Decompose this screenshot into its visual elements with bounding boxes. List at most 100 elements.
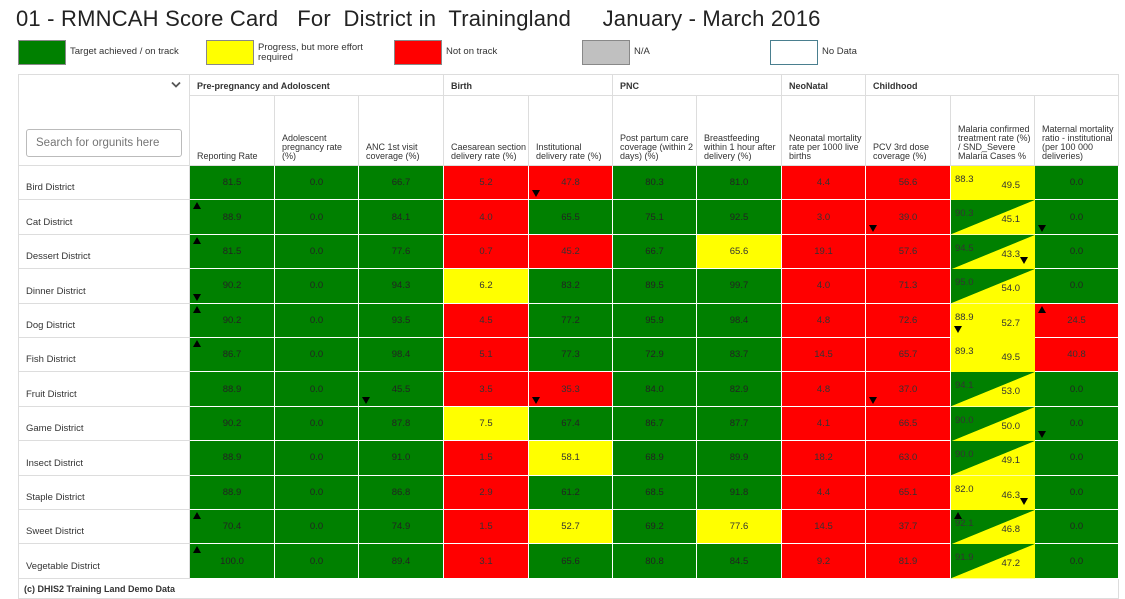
cell-value: 81.5 [222,177,242,189]
score-cell: 66.5 [866,406,951,442]
score-cell: 70.4 [190,510,275,545]
row-orgunit-name[interactable]: Staple District [18,475,190,510]
triangle-down-icon [532,396,540,404]
chevron-down-icon[interactable] [171,81,181,92]
cell-value: 84.1 [391,211,411,223]
cell-value: 0.0 [309,555,324,567]
cell-value: 53.0 [1001,386,1021,398]
row-orgunit-name[interactable]: Cat District [18,200,190,235]
column-header[interactable]: PCV 3rd dose coverage (%) [866,96,951,166]
cell-value: 89.9 [729,452,749,464]
cell-value: 5.2 [479,177,493,189]
triangle-up-icon [193,546,201,554]
legend: Target achieved / on track Progress, but … [0,40,1125,66]
score-cell: 98.4 [359,338,444,373]
cell-value: 81.5 [222,245,242,257]
column-header[interactable]: Breastfeeding within 1 hour after delive… [697,96,782,166]
column-header[interactable]: Maternal mortality ratio - institutional… [1035,96,1119,166]
cell-value: 0.0 [1069,521,1084,533]
cell-value: 14.5 [814,349,833,361]
malaria-split-cell: 94.5 43.3 [951,234,1035,270]
cell-value: 0.0 [309,452,324,464]
row-orgunit-name[interactable]: Fish District [18,338,190,373]
score-cell: 4.1 [782,406,866,442]
column-header[interactable]: ANC 1st visit coverage (%) [359,96,444,166]
cell-value: 77.3 [561,349,580,361]
score-cell: 80.3 [613,166,697,201]
cell-value: 86.8 [391,486,411,498]
cell-value: 67.4 [561,417,580,429]
cell-value: 89.4 [391,555,411,567]
cell-value: 84.5 [729,555,749,567]
score-cell: 84.1 [359,200,444,235]
score-cell: 88.9 [190,372,275,407]
cell-value: 4.8 [816,314,831,326]
score-cell: 86.7 [190,338,275,373]
cell-value: 2.9 [479,486,493,498]
row-orgunit-name[interactable]: Sweet District [18,510,190,545]
cell-value: 46.3 [1001,489,1021,501]
score-cell: 9.2 [782,544,866,579]
search-input[interactable] [26,129,182,157]
cell-value: 58.1 [561,452,580,464]
score-cell: 0.0 [1035,441,1119,476]
malaria-split-cell: 90.0 49.1 [951,441,1035,476]
column-header[interactable]: Malaria confirmed treatment rate (%) / S… [951,96,1035,166]
column-header[interactable]: Caesarean section delivery rate (%) [444,96,529,166]
column-header[interactable]: Adolescent pregnancy rate (%) [275,96,359,166]
triangle-down-icon [869,396,877,404]
score-cell: 92.5 [697,200,782,235]
cell-value: 92.1 [955,518,974,529]
score-cell: 77.3 [529,338,613,373]
row-orgunit-name[interactable]: Vegetable District [18,544,190,579]
cell-value: 52.7 [561,521,580,533]
column-header[interactable]: Reporting Rate [190,96,275,166]
column-header[interactable]: Institutional delivery rate (%) [529,96,613,166]
score-cell: 90.2 [190,303,275,338]
malaria-split-cell: 91.9 47.2 [951,544,1035,579]
score-cell: 0.0 [1035,200,1119,235]
group-header: Childhood [866,74,1119,96]
score-cell: 86.7 [613,406,697,442]
cell-value: 0.0 [1069,211,1084,223]
row-orgunit-name[interactable]: Insect District [18,441,190,476]
cell-value: 47.8 [561,177,580,189]
cell-value: 4.1 [816,417,831,429]
score-cell: 66.7 [613,234,697,270]
cell-value: 92.5 [729,211,749,223]
row-orgunit-name[interactable]: Fruit District [18,372,190,407]
row-orgunit-name[interactable]: Bird District [18,166,190,201]
cell-value: 90.2 [222,417,242,429]
score-cell: 81.9 [866,544,951,579]
row-orgunit-name[interactable]: Dessert District [18,234,190,270]
score-cell: 2.9 [444,475,529,510]
column-header[interactable]: Post partum care coverage (within 2 days… [613,96,697,166]
column-header[interactable]: Neonatal mortality rate per 1000 live bi… [782,96,866,166]
score-cell: 0.0 [275,269,359,304]
cell-value: 81.9 [898,555,918,567]
row-orgunit-name[interactable]: Dinner District [18,269,190,304]
cell-value: 98.4 [729,314,749,326]
cell-value: 93.5 [391,314,411,326]
score-cell: 90.2 [190,269,275,304]
malaria-split-cell: 90.0 50.0 [951,406,1035,442]
score-cell: 72.9 [613,338,697,373]
cell-value: 81.0 [729,177,749,189]
score-cell: 88.9 [190,200,275,235]
cell-value: 87.7 [729,417,749,429]
cell-value: 86.7 [645,417,664,429]
cell-value: 0.0 [1069,177,1084,189]
score-cell: 1.5 [444,441,529,476]
score-cell: 47.8 [529,166,613,201]
score-cell: 72.6 [866,303,951,338]
score-cell: 68.5 [613,475,697,510]
score-cell: 4.4 [782,166,866,201]
row-orgunit-name[interactable]: Game District [18,406,190,442]
cell-value: 45.1 [1001,214,1021,226]
cell-value: 4.4 [816,486,831,498]
score-cell: 0.0 [1035,544,1119,579]
row-orgunit-name[interactable]: Dog District [18,303,190,338]
cell-value: 0.0 [309,383,324,395]
triangle-down-icon [1020,497,1028,505]
triangle-up-icon [193,512,201,519]
